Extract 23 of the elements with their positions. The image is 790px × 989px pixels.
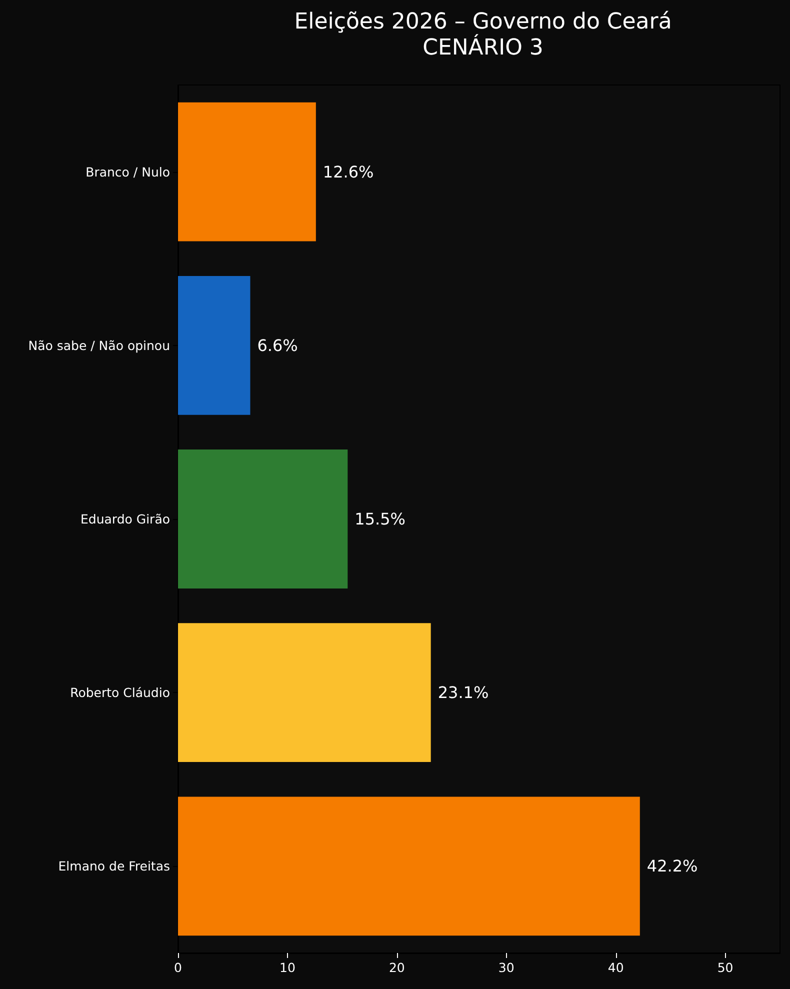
- bar: [178, 623, 431, 762]
- chart-title: Eleições 2026 – Governo do Ceará: [294, 10, 672, 34]
- x-tick-label: 30: [498, 960, 514, 975]
- x-tick-label: 20: [388, 960, 405, 975]
- y-tick-label: Roberto Cláudio: [70, 685, 170, 700]
- bar: [178, 102, 316, 242]
- x-tick-label: 40: [608, 960, 624, 975]
- data-label: 12.6%: [322, 162, 374, 182]
- bar: [178, 450, 348, 588]
- y-tick-label: Branco / Nulo: [86, 164, 170, 180]
- bar: [178, 796, 640, 936]
- y-tick-label: Elmano de Freitas: [58, 858, 170, 874]
- x-tick-label: 10: [280, 960, 296, 975]
- x-tick-label: 0: [174, 960, 182, 975]
- data-label: 42.2%: [646, 856, 698, 876]
- bar: [178, 276, 250, 415]
- data-label: 15.5%: [354, 510, 406, 528]
- y-tick-label: Eduardo Girão: [80, 512, 170, 526]
- y-tick-label: Não sabe / Não opinou: [28, 338, 170, 353]
- data-label: 6.6%: [257, 336, 298, 355]
- data-label: 23.1%: [438, 683, 489, 702]
- x-tick-label: 50: [717, 960, 734, 975]
- chart-subtitle: CENÁRIO 3: [422, 34, 544, 60]
